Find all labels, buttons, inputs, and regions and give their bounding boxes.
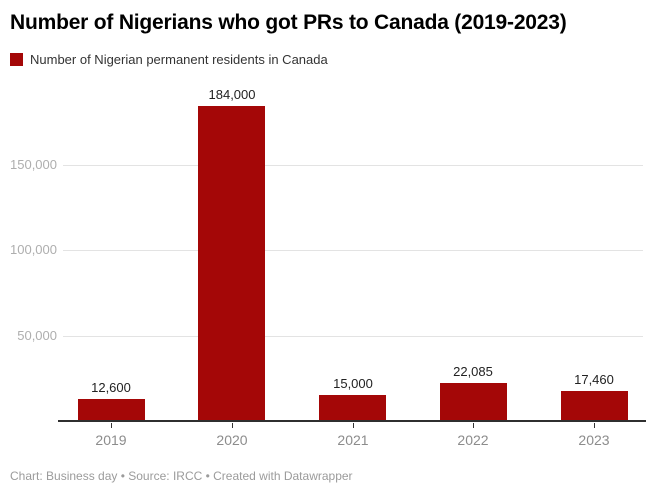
x-axis-label-2019: 2019 [95,432,127,448]
x-axis-tick-2022 [473,423,474,428]
x-axis-line [58,420,646,422]
value-label-2019: 12,600 [91,380,131,395]
x-axis-tick-2020 [232,423,233,428]
bar-2019 [78,399,145,421]
x-axis-tick-2023 [594,423,595,428]
gridline-100,000 [63,250,643,251]
x-axis-label-2021: 2021 [337,432,369,448]
value-label-2023: 17,460 [574,372,614,387]
value-label-2021: 15,000 [333,376,373,391]
bar-2023 [561,391,628,421]
chart-title: Number of Nigerians who got PRs to Canad… [10,11,567,34]
y-axis-label: 100,000 [10,242,57,257]
bar-2020 [198,106,265,421]
bar-2022 [440,383,507,421]
legend-label: Number of Nigerian permanent residents i… [30,52,328,67]
gridline-150,000 [63,165,643,166]
gridline-50,000 [63,336,643,337]
value-label-2020: 184,000 [208,87,256,102]
x-axis-label-2023: 2023 [578,432,610,448]
x-axis-tick-2019 [111,423,112,428]
y-axis-label: 50,000 [17,328,57,343]
x-axis-tick-2021 [353,423,354,428]
legend: Number of Nigerian permanent residents i… [10,52,328,67]
footer-credits: Chart: Business day • Source: IRCC • Cre… [10,469,353,483]
y-axis-label: 150,000 [10,157,57,172]
x-axis-label-2020: 2020 [216,432,248,448]
bar-2021 [319,395,386,421]
value-label-2022: 22,085 [453,364,493,379]
legend-swatch-icon [10,53,23,66]
x-axis-label-2022: 2022 [457,432,489,448]
